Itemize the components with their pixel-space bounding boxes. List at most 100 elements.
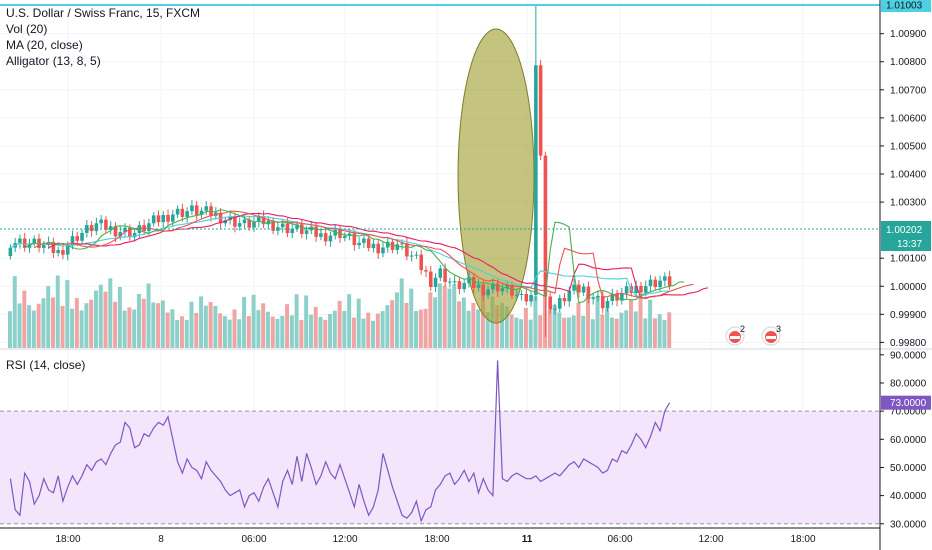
candle-body <box>166 214 170 222</box>
time-tick-label: 06:00 <box>241 534 266 545</box>
volume-bar <box>657 314 662 348</box>
vol-legend[interactable]: Vol (20) <box>6 22 48 36</box>
candle-body <box>405 243 409 257</box>
price-tick-label: 1.00400 <box>890 170 927 181</box>
candle-body <box>185 211 189 217</box>
volume-bar <box>242 296 247 348</box>
candle-body <box>376 243 381 254</box>
candle-body <box>362 238 366 243</box>
candle-body <box>467 277 471 284</box>
candle-body <box>385 241 390 248</box>
volume-bar <box>304 295 309 348</box>
volume-bar <box>638 294 643 348</box>
rsi-band <box>0 411 880 524</box>
candle-body <box>51 242 56 254</box>
volume-bar <box>256 310 261 348</box>
candle-body <box>581 286 586 293</box>
candle-body <box>285 223 290 234</box>
candle-body <box>247 219 252 228</box>
candle-body <box>18 238 22 244</box>
volume-bar <box>337 300 342 348</box>
volume-bar <box>385 305 390 348</box>
volume-bar <box>208 302 213 348</box>
volume-bar <box>22 290 27 348</box>
ma-legend[interactable]: MA (20, close) <box>6 38 83 52</box>
volume-bar <box>213 305 218 348</box>
high-label: 1.01003 <box>886 1 923 12</box>
candle-body <box>137 225 142 233</box>
candle-body <box>620 293 624 301</box>
chart-legend: U.S. Dollar / Swiss Franc, 15, FXCM Vol … <box>6 5 200 69</box>
candle-body <box>610 293 615 301</box>
volume-bar <box>179 316 184 348</box>
volume-bar <box>576 302 581 348</box>
volume-bar <box>624 310 629 348</box>
volume-bar <box>433 297 438 348</box>
candle-body <box>94 223 99 232</box>
candle-body <box>395 244 400 250</box>
candle-body <box>648 279 653 287</box>
volume-bar <box>270 316 275 348</box>
volume-bar <box>313 306 318 348</box>
candle-body <box>567 290 572 302</box>
volume-bar <box>452 284 457 348</box>
volume-bar <box>70 308 75 348</box>
volume-bar <box>113 301 118 348</box>
volume-bar <box>600 314 605 348</box>
candle-body <box>572 284 576 291</box>
candle-body <box>505 284 509 289</box>
volume-bar <box>547 309 552 348</box>
volume-bar <box>289 315 294 348</box>
volume-bar <box>619 312 624 348</box>
volume-bar <box>662 320 667 348</box>
volume-bar <box>414 311 419 348</box>
candle-body <box>347 233 352 236</box>
volume-bar <box>237 319 242 348</box>
candle-body <box>448 281 452 283</box>
candle-body <box>89 225 94 232</box>
volume-bar <box>74 298 79 348</box>
volume-bar <box>466 310 471 348</box>
symbol-title[interactable]: U.S. Dollar / Swiss Franc, 15, FXCM <box>6 6 201 20</box>
candle-body <box>452 281 457 283</box>
volume-bar <box>318 316 323 348</box>
rsi-current-bg <box>881 395 931 410</box>
rsi-legend[interactable]: RSI (14, close) <box>6 358 86 372</box>
volume-bar <box>361 318 366 348</box>
time-tick-label: 12:00 <box>698 534 723 545</box>
volume-bar <box>566 317 571 348</box>
candle-body <box>529 294 533 302</box>
alligator-legend[interactable]: Alligator (13, 8, 5) <box>6 54 101 68</box>
candle-body <box>519 293 524 295</box>
rsi-pane <box>0 360 880 525</box>
volume-bar <box>89 299 94 348</box>
candle-body <box>257 216 261 222</box>
volume-bar <box>103 291 108 348</box>
candle-body <box>357 242 361 246</box>
volume-bar <box>595 296 600 348</box>
volume-bar <box>146 283 151 348</box>
volume-bar <box>533 296 538 348</box>
volume-bar <box>629 299 633 348</box>
volume-bar <box>46 286 51 348</box>
current-price-bg <box>881 221 931 251</box>
volume-bar <box>643 318 648 348</box>
candle-body <box>577 284 581 293</box>
event-badge-2[interactable]: 3 <box>761 324 781 346</box>
candle-body <box>156 215 161 223</box>
candle-body <box>591 297 595 299</box>
candle-body <box>414 254 419 256</box>
price-tick-label: 1.00800 <box>890 57 927 68</box>
volume-bar <box>275 318 280 348</box>
volume-bar <box>194 312 199 348</box>
volume-bar <box>447 288 452 348</box>
event-badge-1[interactable]: 2 <box>725 324 745 346</box>
volume-bar <box>132 309 137 348</box>
volume-bar <box>328 313 333 348</box>
volume-bar <box>590 319 595 348</box>
volume-bar <box>79 310 84 348</box>
candle-body <box>261 216 266 225</box>
candle-body <box>419 254 423 271</box>
candle-body <box>175 208 180 215</box>
